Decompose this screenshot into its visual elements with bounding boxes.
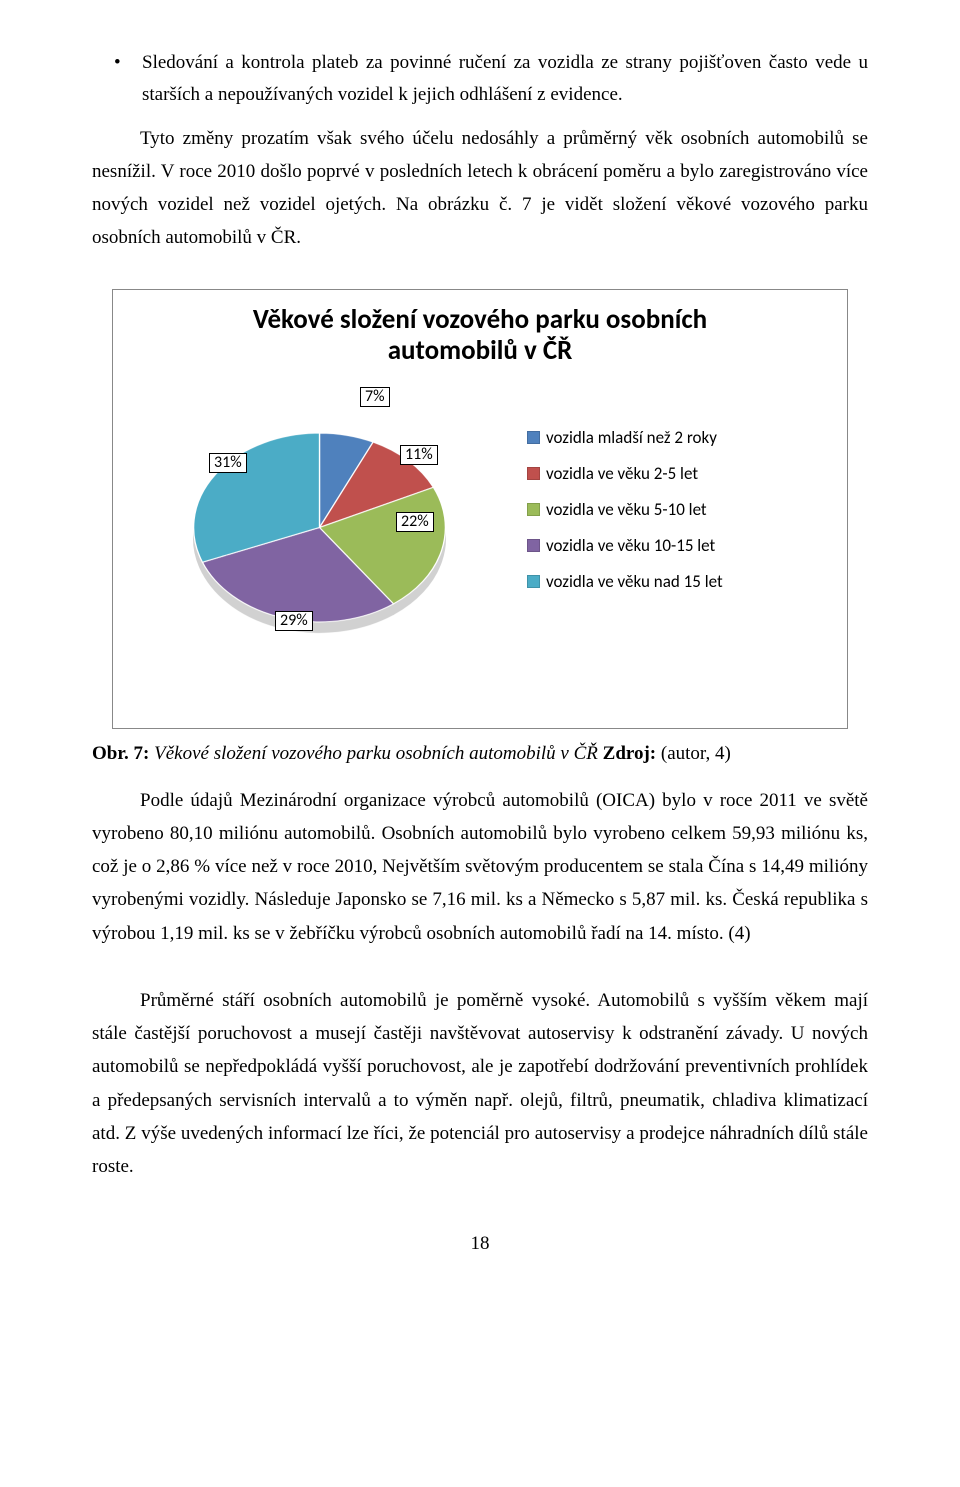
legend-color-box	[527, 467, 540, 480]
legend-label: vozidla ve věku 2-5 let	[546, 463, 698, 484]
legend-item: vozidla ve věku 10-15 let	[527, 535, 723, 556]
caption-prefix: Obr. 7:	[92, 743, 149, 764]
page-number: 18	[92, 1233, 868, 1255]
chart-body: 7% 11% 22% 29% 31% vozidla mladší než 2 roky…	[127, 385, 833, 695]
legend-item: vozidla ve věku 2-5 let	[527, 463, 723, 484]
legend-item: vozidla ve věku nad 15 let	[527, 571, 723, 592]
legend-item: vozidla mladší než 2 roky	[527, 427, 723, 448]
pie-pct-label: 7%	[360, 387, 390, 407]
pie-pct-label: 11%	[400, 445, 438, 465]
pie-pct-label: 29%	[275, 611, 313, 631]
pie-wrap: 7%11%22%29%31%	[187, 395, 452, 660]
chart-title: Věkové složení vozového parku osobních a…	[127, 304, 833, 368]
legend-label: vozidla ve věku 10-15 let	[546, 535, 715, 556]
pie-pct-label: 31%	[209, 453, 247, 473]
legend-label: vozidla mladší než 2 roky	[546, 427, 717, 448]
chart-title-line1: Věkové složení vozového parku osobních	[253, 303, 707, 336]
bullet-item: •Sledování a kontrola plateb za povinné …	[142, 47, 868, 112]
figure-caption: Obr. 7: Věkové složení vozového parku os…	[92, 743, 868, 765]
bullet-dot-icon: •	[128, 47, 142, 79]
pie-pct-label: 22%	[396, 512, 434, 532]
chart-frame: Věkové složení vozového parku osobních a…	[112, 289, 848, 729]
legend-label: vozidla ve věku 5-10 let	[546, 499, 707, 520]
legend-color-box	[527, 503, 540, 516]
legend-color-box	[527, 431, 540, 444]
page: •Sledování a kontrola plateb za povinné …	[0, 0, 960, 1295]
paragraph-1: Tyto změny prozatím však svého účelu ned…	[92, 122, 868, 255]
bullet-text: Sledování a kontrola plateb za povinné r…	[142, 52, 868, 105]
legend-item: vozidla ve věku 5-10 let	[527, 499, 723, 520]
paragraph-2: Podle údajů Mezinárodní organizace výrob…	[92, 784, 868, 950]
legend-color-box	[527, 575, 540, 588]
legend-label: vozidla ve věku nad 15 let	[546, 571, 723, 592]
paragraph-3: Průměrné stáří osobních automobilů je po…	[92, 984, 868, 1184]
chart-title-line2: automobilů v ČŘ	[388, 334, 573, 367]
caption-italic: Věkové složení vozového parku osobních a…	[149, 743, 602, 764]
caption-tail: (autor, 4)	[656, 743, 731, 764]
caption-source-label: Zdroj:	[603, 743, 656, 764]
legend-color-box	[527, 539, 540, 552]
chart-legend: vozidla mladší než 2 roky vozidla ve věku…	[527, 427, 723, 607]
